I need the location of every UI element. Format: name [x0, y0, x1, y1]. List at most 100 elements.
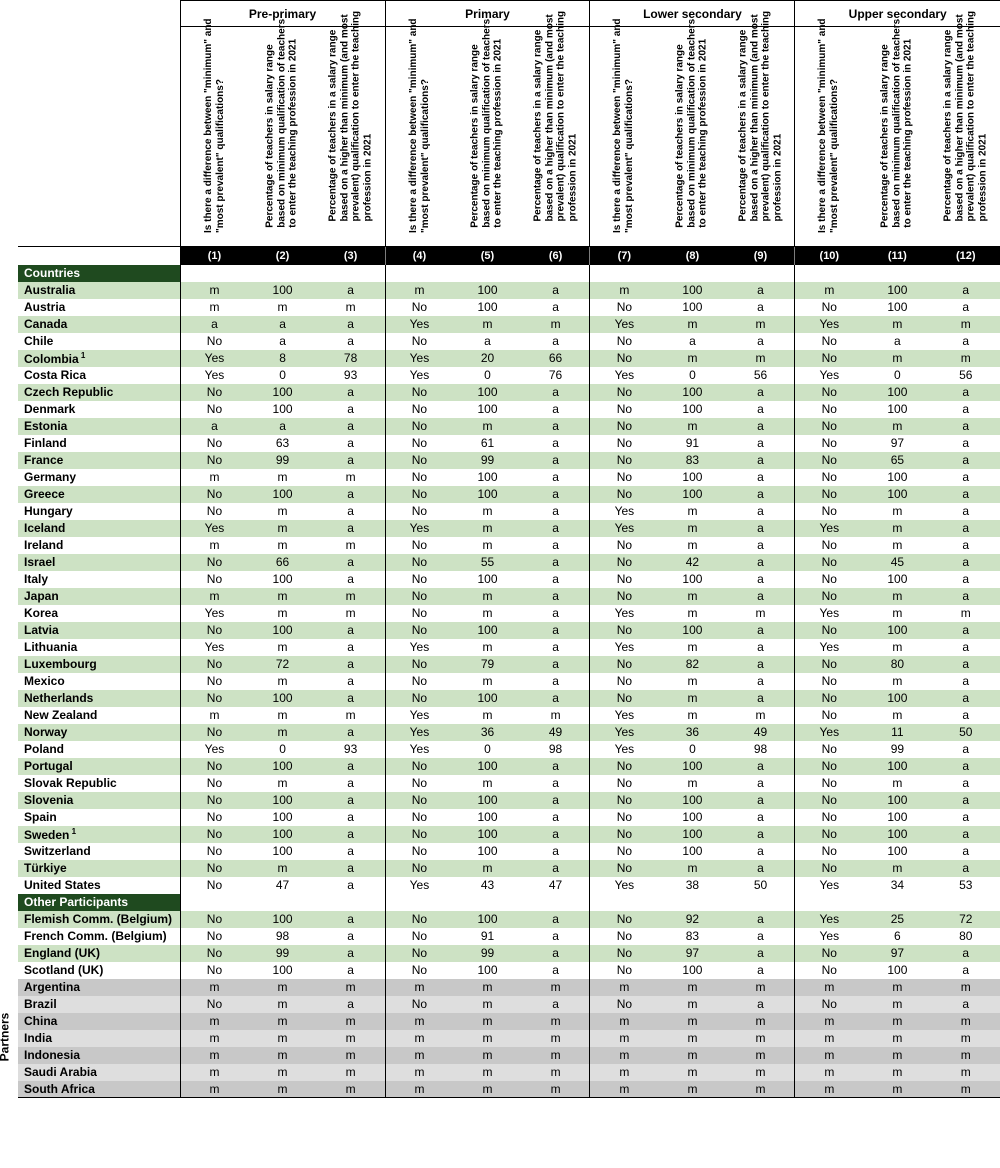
data-cell: m: [522, 316, 590, 333]
data-cell: m: [385, 1013, 453, 1030]
data-cell: No: [795, 452, 863, 469]
data-cell: Yes: [180, 367, 248, 384]
data-cell: m: [795, 282, 863, 299]
country-name: England (UK): [18, 945, 180, 962]
data-cell: m: [863, 537, 931, 554]
table-row: United StatesNo47aYes4347Yes3850Yes3453: [0, 877, 1000, 894]
data-cell: a: [522, 809, 590, 826]
data-cell: Yes: [385, 316, 453, 333]
section-blank-cell: [248, 265, 316, 282]
data-cell: No: [795, 537, 863, 554]
data-cell: 63: [248, 435, 316, 452]
section-blank-cell: [522, 894, 590, 911]
data-cell: a: [727, 503, 795, 520]
data-cell: m: [385, 282, 453, 299]
data-cell: 98: [727, 741, 795, 758]
data-cell: No: [590, 792, 658, 809]
table-row: Australiam100am100am100am100a: [0, 282, 1000, 299]
data-cell: 100: [248, 690, 316, 707]
data-cell: m: [932, 1030, 1000, 1047]
country-name: Lithuania: [18, 639, 180, 656]
data-cell: m: [590, 1013, 658, 1030]
data-cell: Yes: [180, 605, 248, 622]
table-row: BrazilNomaNomaNomaNoma: [0, 996, 1000, 1013]
data-cell: No: [385, 792, 453, 809]
data-cell: m: [658, 673, 726, 690]
table-body: OECDCountriesAustraliam100am100am100am10…: [0, 265, 1000, 1098]
data-cell: No: [795, 554, 863, 571]
column-number: (7): [590, 247, 658, 265]
country-name: Luxembourg: [18, 656, 180, 673]
data-cell: a: [522, 418, 590, 435]
data-cell: No: [385, 843, 453, 860]
country-name: France: [18, 452, 180, 469]
data-cell: No: [180, 384, 248, 401]
country-name: Estonia: [18, 418, 180, 435]
section-blank-cell: [795, 265, 863, 282]
data-cell: No: [385, 435, 453, 452]
section-blank-cell: [522, 265, 590, 282]
data-cell: 100: [453, 758, 521, 775]
sub-header-cell: Percentage of teachers in salary range b…: [453, 27, 521, 247]
data-cell: m: [248, 979, 316, 996]
data-cell: Yes: [385, 639, 453, 656]
data-cell: 82: [658, 656, 726, 673]
data-cell: No: [590, 656, 658, 673]
data-cell: 100: [453, 486, 521, 503]
data-cell: No: [795, 384, 863, 401]
data-cell: m: [453, 673, 521, 690]
table-row: SwitzerlandNo100aNo100aNo100aNo100a: [0, 843, 1000, 860]
data-cell: a: [932, 452, 1000, 469]
data-cell: m: [795, 1081, 863, 1098]
data-cell: m: [453, 316, 521, 333]
data-cell: Yes: [180, 520, 248, 537]
section-title: Other Participants: [18, 894, 180, 911]
country-name: Italy: [18, 571, 180, 588]
data-cell: a: [317, 435, 385, 452]
table-row: LuxembourgNo72aNo79aNo82aNo80a: [0, 656, 1000, 673]
data-cell: a: [932, 554, 1000, 571]
data-cell: 49: [727, 724, 795, 741]
column-number: (4): [385, 247, 453, 265]
data-cell: m: [795, 1064, 863, 1081]
column-number: (10): [795, 247, 863, 265]
data-cell: No: [795, 775, 863, 792]
data-cell: m: [658, 537, 726, 554]
data-cell: a: [317, 384, 385, 401]
data-cell: Yes: [795, 605, 863, 622]
data-cell: m: [863, 1013, 931, 1030]
data-cell: a: [317, 792, 385, 809]
section-blank-cell: [795, 894, 863, 911]
data-cell: a: [522, 469, 590, 486]
data-cell: a: [522, 333, 590, 350]
data-cell: m: [863, 996, 931, 1013]
data-cell: a: [932, 639, 1000, 656]
data-cell: a: [522, 520, 590, 537]
data-cell: a: [932, 384, 1000, 401]
column-number: (12): [932, 247, 1000, 265]
data-cell: a: [727, 554, 795, 571]
data-cell: 100: [863, 469, 931, 486]
data-cell: 11: [863, 724, 931, 741]
data-cell: a: [727, 282, 795, 299]
data-cell: No: [180, 809, 248, 826]
data-cell: m: [248, 1081, 316, 1098]
data-cell: a: [932, 656, 1000, 673]
data-cell: 98: [248, 928, 316, 945]
data-cell: a: [317, 622, 385, 639]
data-cell: 100: [453, 384, 521, 401]
data-cell: a: [932, 741, 1000, 758]
data-cell: 50: [727, 877, 795, 894]
country-name: New Zealand: [18, 707, 180, 724]
data-cell: No: [795, 741, 863, 758]
data-cell: m: [317, 469, 385, 486]
data-cell: No: [590, 996, 658, 1013]
data-cell: a: [317, 571, 385, 588]
data-cell: No: [385, 996, 453, 1013]
data-cell: a: [932, 622, 1000, 639]
data-cell: No: [180, 435, 248, 452]
data-cell: No: [795, 435, 863, 452]
table-row: Colombia 1Yes878Yes2066NommNomm: [0, 350, 1000, 367]
data-cell: 100: [863, 792, 931, 809]
data-cell: 100: [863, 282, 931, 299]
